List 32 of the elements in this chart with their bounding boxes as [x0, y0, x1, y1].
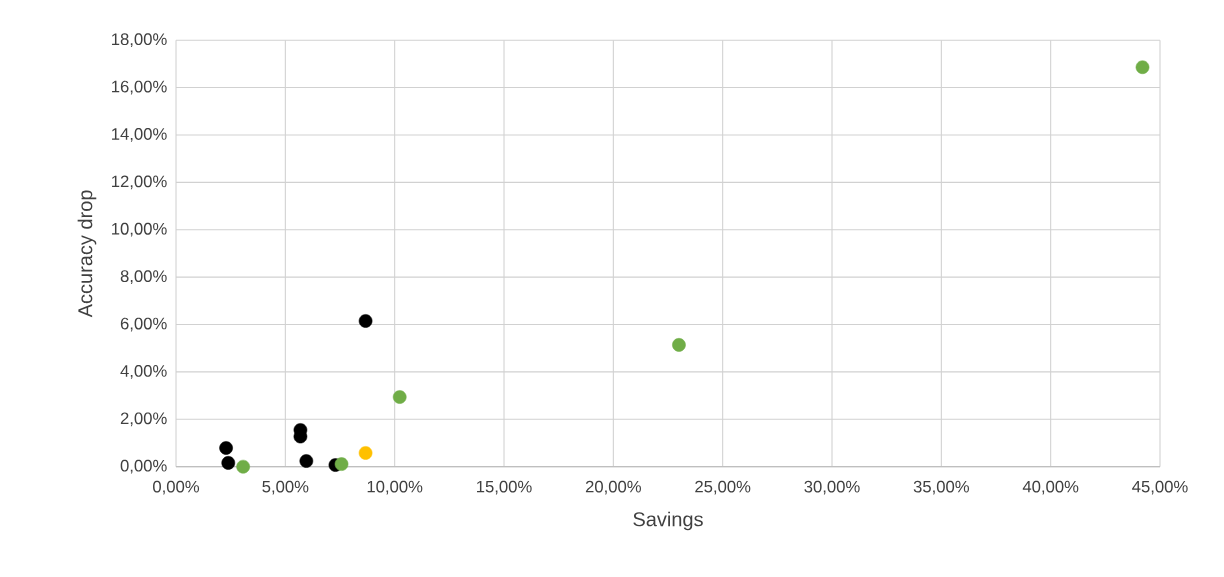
- y-tick-label: 16,00%: [112, 80, 167, 95]
- point: [299, 454, 314, 468]
- point: [1135, 60, 1150, 74]
- y-tick-label: 18,00%: [112, 33, 167, 48]
- x-tick-label: 45,00%: [1132, 480, 1188, 495]
- point: [358, 314, 373, 328]
- x-tick-label: 25,00%: [695, 480, 751, 495]
- x-tick-label: 20,00%: [585, 480, 641, 495]
- x-tick-label: 35,00%: [913, 480, 969, 495]
- point: [392, 390, 407, 404]
- y-tick-label: 0,00%: [120, 459, 167, 474]
- x-tick-label: 15,00%: [477, 480, 532, 495]
- x-axis-title: Savings: [633, 511, 703, 531]
- y-tick-label: 6,00%: [120, 317, 167, 332]
- y-tick-label: 10,00%: [112, 222, 167, 237]
- y-tick-label: 4,00%: [120, 365, 167, 379]
- x-tick-label: 40,00%: [1022, 480, 1079, 495]
- y-tick-label: 14,00%: [112, 128, 167, 142]
- point: [334, 457, 349, 471]
- x-tick-label: 30,00%: [804, 480, 860, 495]
- x-tick-label: 5,00%: [262, 480, 309, 495]
- y-tick-label: 12,00%: [112, 175, 167, 190]
- x-tick-label: 0,00%: [153, 480, 200, 495]
- point: [672, 338, 686, 352]
- point: [219, 441, 233, 455]
- point: [221, 456, 236, 470]
- point: [358, 446, 373, 460]
- y-axis-title: Accuracy drop: [77, 190, 97, 318]
- y-tick-label: 2,00%: [120, 412, 167, 427]
- x-tick-label: 10,00%: [367, 480, 423, 495]
- y-tick-label: 8,00%: [120, 270, 167, 285]
- point: [236, 459, 250, 474]
